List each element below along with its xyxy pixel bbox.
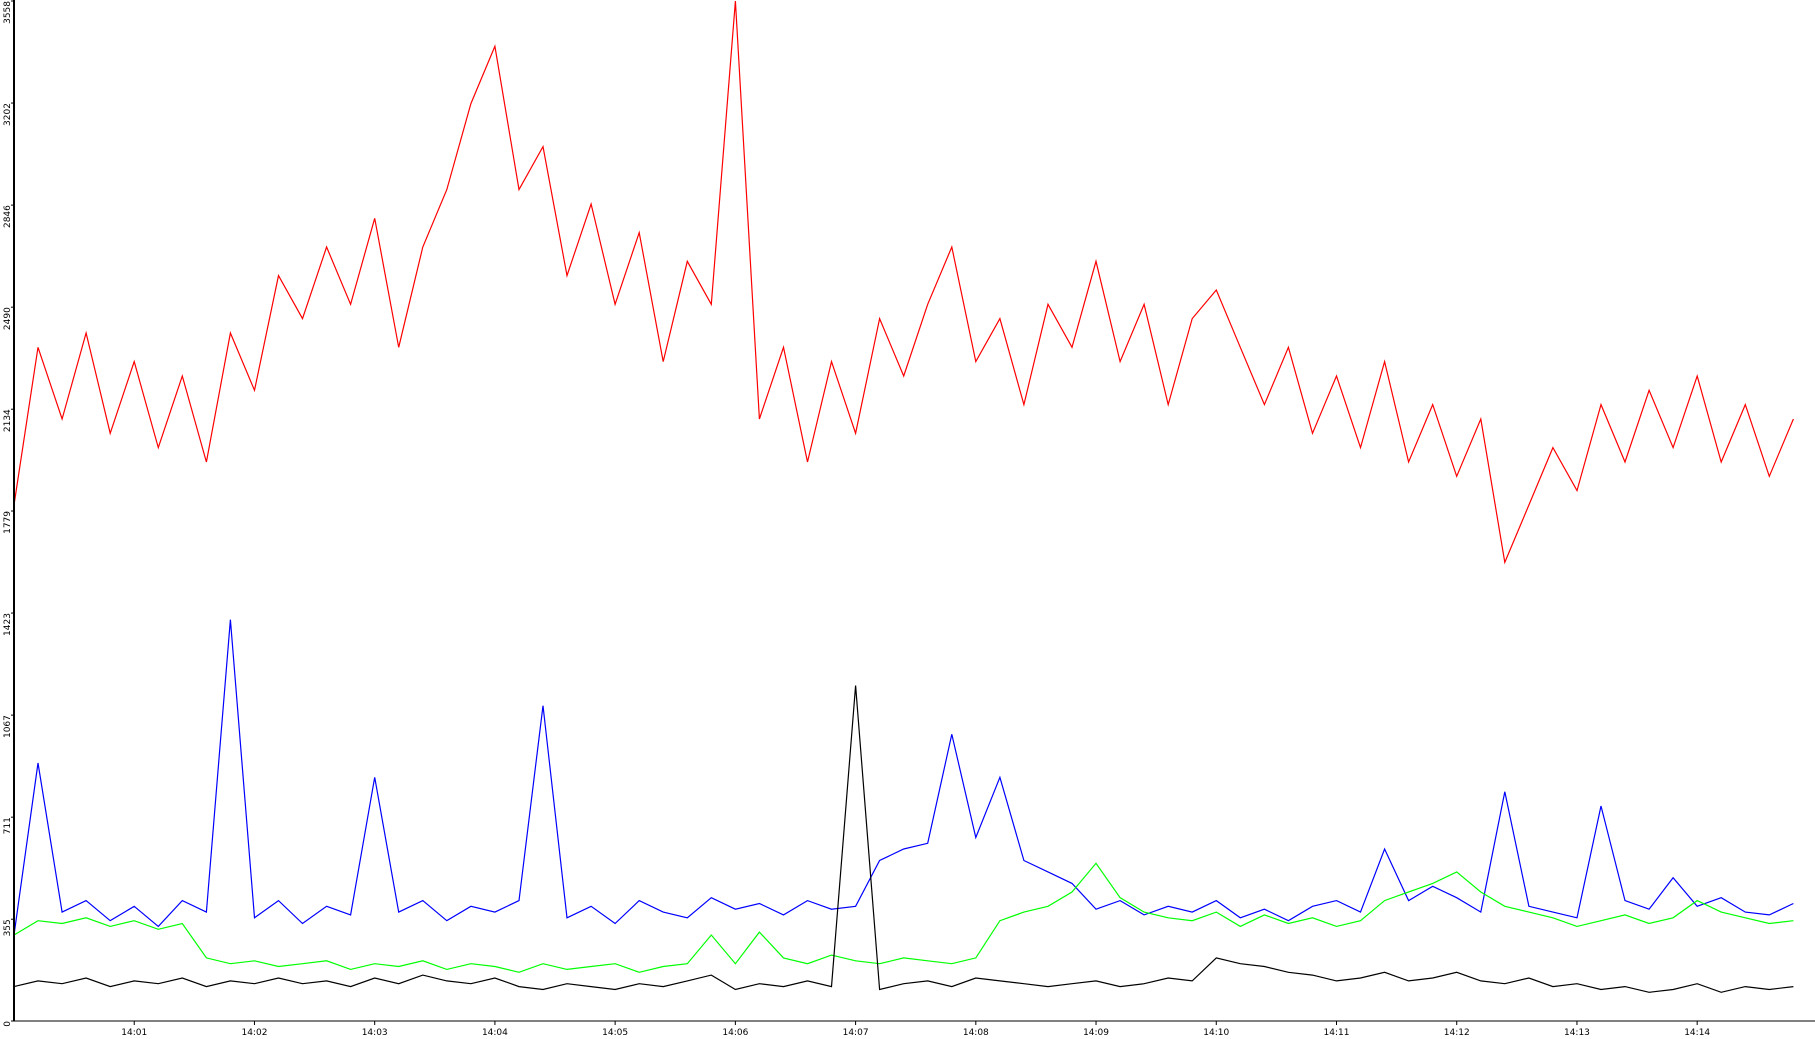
y-tick-label: 0 [3,1021,13,1027]
y-tick-label: 2134 [3,409,13,432]
y-tick-label: 2846 [3,205,13,228]
x-tick-label: 14:11 [1324,1028,1350,1038]
x-tick-label: 14:07 [843,1028,869,1038]
series-line [13,619,1794,936]
y-tick-label: 711 [3,817,13,834]
x-tick-label: 14:05 [602,1028,628,1038]
x-tick-label: 14:12 [1444,1028,1470,1038]
x-tick-label: 14:02 [241,1028,267,1038]
x-tick-label: 14:04 [482,1028,508,1038]
series-line [13,685,1794,993]
y-tick-label: 2490 [3,307,13,330]
series-line [13,862,1794,973]
x-tick-label: 14:13 [1564,1028,1590,1038]
y-tick-label: 1423 [3,613,13,636]
y-tick-label: 3202 [3,103,13,126]
x-tick-label: 14:06 [722,1028,748,1038]
x-tick-label: 14:10 [1203,1028,1229,1038]
y-tick-label: 355 [3,919,13,936]
y-tick-label: 1779 [3,511,13,534]
y-tick-label: 3558 [3,1,13,24]
x-tick-label: 14:03 [362,1028,388,1038]
x-tick-label: 14:09 [1083,1028,1109,1038]
x-tick-label: 14:08 [963,1028,989,1038]
x-tick-label: 14:01 [121,1028,147,1038]
series-line [13,0,1794,565]
x-tick-label: 14:14 [1684,1028,1710,1038]
y-tick-label: 1067 [3,715,13,738]
